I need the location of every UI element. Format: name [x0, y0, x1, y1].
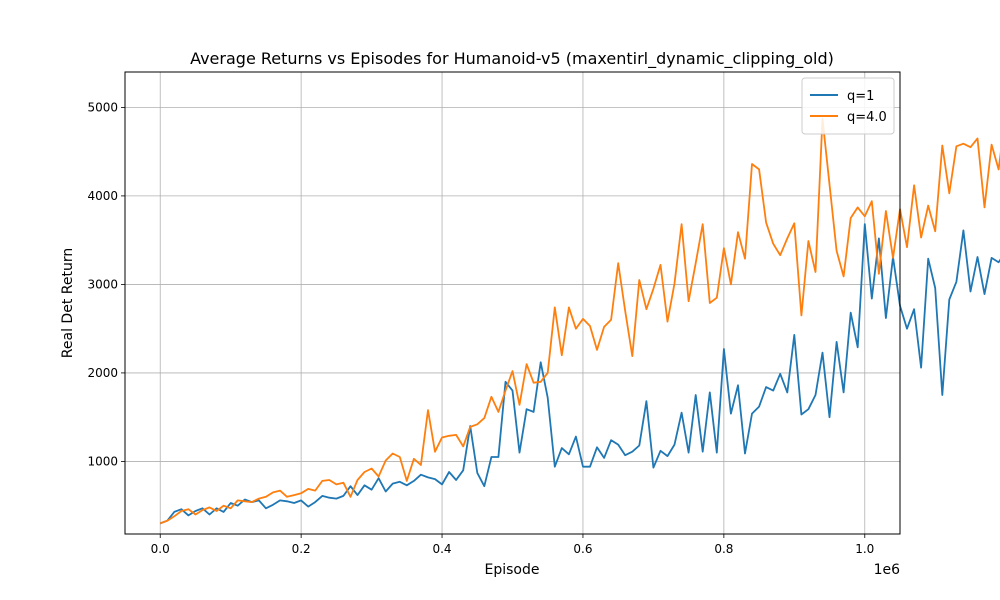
x-tick-label: 1.0 [855, 542, 874, 556]
series-layer [159, 118, 1000, 525]
grid-lines [125, 72, 900, 534]
y-tick-label: 4000 [87, 189, 118, 203]
chart-title: Average Returns vs Episodes for Humanoid… [190, 49, 834, 69]
x-tick-label: 0.8 [714, 542, 733, 556]
plot-frame [124, 71, 901, 535]
x-tick-label: 0.4 [432, 542, 451, 556]
y-tick-label: 1000 [87, 454, 118, 468]
x-tick-label: 0.6 [573, 542, 592, 556]
x-axis-ticks: 0.0 0.2 0.4 0.6 0.8 1.0 [151, 534, 874, 556]
x-tick-label: 0.0 [151, 542, 170, 556]
series-line-2 [159, 118, 1000, 525]
legend-box [801, 77, 895, 135]
legend-label: q=4.0 [847, 110, 887, 125]
legend: q=1 q=4.0 [801, 77, 895, 135]
x-tick-label: 0.2 [292, 542, 311, 556]
y-axis-label: Real Det Return [60, 248, 76, 358]
y-tick-label: 3000 [87, 277, 118, 291]
x-axis-label: Episode [485, 562, 540, 578]
x-axis-offset-label: 1e6 [874, 562, 901, 578]
legend-label: q=1 [847, 89, 874, 104]
y-tick-label: 2000 [87, 366, 118, 380]
series-line-1 [159, 223, 1000, 525]
y-axis-ticks: 1000 2000 3000 4000 5000 [87, 100, 125, 468]
y-tick-label: 5000 [87, 100, 118, 114]
